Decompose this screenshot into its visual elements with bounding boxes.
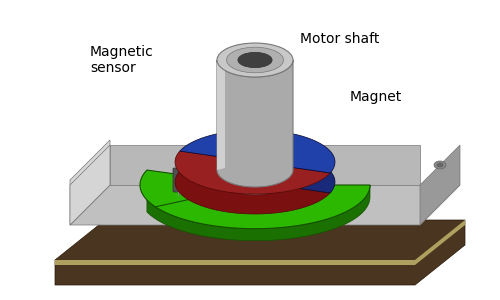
Text: Magnetic
sensor: Magnetic sensor bbox=[90, 45, 154, 75]
Polygon shape bbox=[180, 150, 335, 193]
FancyBboxPatch shape bbox=[173, 168, 207, 192]
Polygon shape bbox=[147, 185, 370, 241]
Polygon shape bbox=[217, 60, 293, 187]
Text: Motor shaft: Motor shaft bbox=[300, 32, 380, 46]
Ellipse shape bbox=[200, 167, 310, 217]
Text: Magnet: Magnet bbox=[350, 90, 402, 104]
Polygon shape bbox=[55, 220, 465, 285]
Ellipse shape bbox=[238, 52, 272, 68]
Ellipse shape bbox=[437, 163, 443, 167]
Polygon shape bbox=[70, 140, 110, 225]
Polygon shape bbox=[70, 185, 460, 225]
Polygon shape bbox=[55, 220, 465, 265]
Ellipse shape bbox=[216, 175, 294, 209]
Polygon shape bbox=[147, 185, 370, 229]
Polygon shape bbox=[175, 171, 330, 214]
Polygon shape bbox=[248, 145, 265, 192]
Polygon shape bbox=[110, 145, 420, 185]
Polygon shape bbox=[140, 170, 214, 207]
Polygon shape bbox=[180, 130, 335, 173]
Polygon shape bbox=[175, 151, 330, 194]
Ellipse shape bbox=[226, 47, 283, 73]
Ellipse shape bbox=[217, 43, 293, 77]
Ellipse shape bbox=[434, 161, 446, 169]
Polygon shape bbox=[217, 58, 225, 170]
Polygon shape bbox=[420, 145, 460, 225]
Polygon shape bbox=[70, 145, 110, 225]
